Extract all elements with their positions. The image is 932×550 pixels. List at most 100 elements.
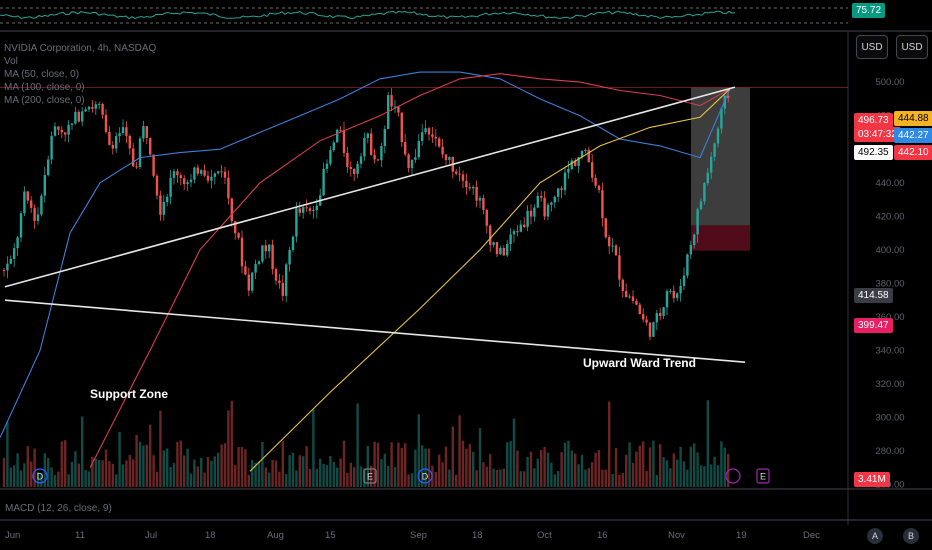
candle-body-172 xyxy=(587,149,590,163)
candle-body-146 xyxy=(499,247,502,255)
volume-bar-135 xyxy=(461,440,465,487)
candle-body-112 xyxy=(383,128,386,147)
indicator-ma-100[interactable]: MA (100, close, 0) xyxy=(4,82,85,93)
trendline-1 xyxy=(4,299,746,364)
event-marker-3: E xyxy=(760,472,766,482)
volume-bar-65 xyxy=(223,443,227,487)
candle-body-115 xyxy=(393,106,397,108)
time-label-5: 15 xyxy=(325,530,336,541)
volume-bar-150 xyxy=(512,418,516,487)
volume-bar-209 xyxy=(713,456,716,487)
candle-body-138 xyxy=(472,186,475,189)
candle-body-74 xyxy=(254,263,257,273)
volume-bar-143 xyxy=(489,454,492,487)
volume-bar-100 xyxy=(342,440,346,487)
volume-bar-75 xyxy=(257,461,261,487)
volume-bar-162 xyxy=(553,474,556,487)
time-axis[interactable]: Jun 11 Jul 18 Aug 15 Sep 18 Oct 16 Nov 19 Dec xyxy=(5,530,820,541)
volume-bar-122 xyxy=(417,414,420,487)
candle-body-153 xyxy=(523,224,526,227)
volume-bar-129 xyxy=(441,462,444,487)
indicator-vol[interactable]: Vol xyxy=(4,56,18,67)
price-tick-7: 360.00 xyxy=(875,312,904,323)
candle-body-77 xyxy=(264,245,267,252)
log-scale-button[interactable]: B xyxy=(903,528,919,544)
volume-bar-43 xyxy=(149,424,152,487)
volume-bar-201 xyxy=(686,469,689,487)
volume-bar-4 xyxy=(16,453,19,487)
volume-bar-131 xyxy=(448,469,451,487)
candle-body-126 xyxy=(431,134,434,137)
volume-bar-6 xyxy=(23,463,26,487)
candle-body-163 xyxy=(557,188,560,197)
position-loss-zone[interactable] xyxy=(691,225,750,251)
volume-bar-210 xyxy=(716,465,720,487)
volume-bar-98 xyxy=(336,467,339,487)
currency-button-1[interactable]: USD xyxy=(856,35,888,59)
candle-body-161 xyxy=(550,202,553,205)
volume-bar-111 xyxy=(380,458,383,487)
candle-body-142 xyxy=(485,209,488,226)
volume-bar-91 xyxy=(312,409,315,487)
volume-bar-35 xyxy=(121,464,125,487)
candle-body-135 xyxy=(461,174,465,181)
time-label-3: 18 xyxy=(205,530,216,541)
candle-body-197 xyxy=(672,290,675,299)
volume-bar-197 xyxy=(672,453,675,487)
candle-body-96 xyxy=(329,150,332,164)
volume-bar-152 xyxy=(519,471,522,487)
candle-body-125 xyxy=(427,128,431,135)
candle-body-1 xyxy=(6,263,9,271)
event-marker-shape-1 xyxy=(363,468,377,484)
candle-body-109 xyxy=(373,154,376,160)
candle-body-137 xyxy=(468,187,471,189)
volume-bar-17 xyxy=(60,441,63,487)
candle-body-84 xyxy=(288,249,291,265)
volume-bar-198 xyxy=(676,459,679,487)
candle-body-55 xyxy=(189,179,193,183)
volume-bar-3 xyxy=(13,465,16,487)
tag-last-price: 496.73 xyxy=(854,113,893,128)
candle-body-195 xyxy=(665,290,669,308)
candle-body-15 xyxy=(53,126,57,136)
indicator-ma-50[interactable]: MA (50, close, 0) xyxy=(4,69,80,80)
time-label-4: Aug xyxy=(267,530,284,541)
volume-bar-173 xyxy=(591,462,594,487)
candle-body-121 xyxy=(414,157,417,160)
volume-bar-92 xyxy=(315,468,318,487)
candle-body-119 xyxy=(407,154,410,169)
candle-body-104 xyxy=(356,163,359,174)
volume-bar-78 xyxy=(268,472,271,487)
candle-body-57 xyxy=(196,167,199,174)
volume-bar-80 xyxy=(274,460,278,487)
candle-body-44 xyxy=(152,154,155,176)
candle-body-87 xyxy=(298,208,301,213)
volume-bar-167 xyxy=(570,450,573,487)
volume-bar-46 xyxy=(159,410,162,487)
volume-bar-66 xyxy=(227,410,230,487)
volume-bar-26 xyxy=(91,456,94,487)
time-label-12: Dec xyxy=(803,530,820,541)
candle-body-165 xyxy=(563,172,567,191)
currency-button-2[interactable]: USD xyxy=(896,35,928,59)
annotation-upward-trend[interactable]: Upward Ward Trend xyxy=(583,356,696,370)
volume-bar-170 xyxy=(580,454,584,487)
annotation-support-zone[interactable]: Support Zone xyxy=(90,387,168,401)
auto-scale-button[interactable]: A xyxy=(867,528,883,544)
candle-body-7 xyxy=(26,191,29,201)
tag-countdown: 03:47:32 xyxy=(854,127,901,142)
candle-body-139 xyxy=(475,186,478,201)
price-tick-6: 380.00 xyxy=(875,278,904,289)
trendlines[interactable] xyxy=(4,86,746,364)
tag-ma-yellow: 444.88 xyxy=(894,111,932,126)
volume-bar-175 xyxy=(597,449,601,487)
candle-body-6 xyxy=(23,191,26,214)
indicator-ma-200[interactable]: MA (200, close, 0) xyxy=(4,95,85,106)
candle-body-155 xyxy=(529,210,533,217)
volume-bar-161 xyxy=(550,462,553,487)
tag-stop: 399.47 xyxy=(854,318,893,333)
symbol-line[interactable]: NVIDIA Corporation, 4h, NASDAQ xyxy=(4,43,157,54)
volume-bar-147 xyxy=(502,468,505,487)
